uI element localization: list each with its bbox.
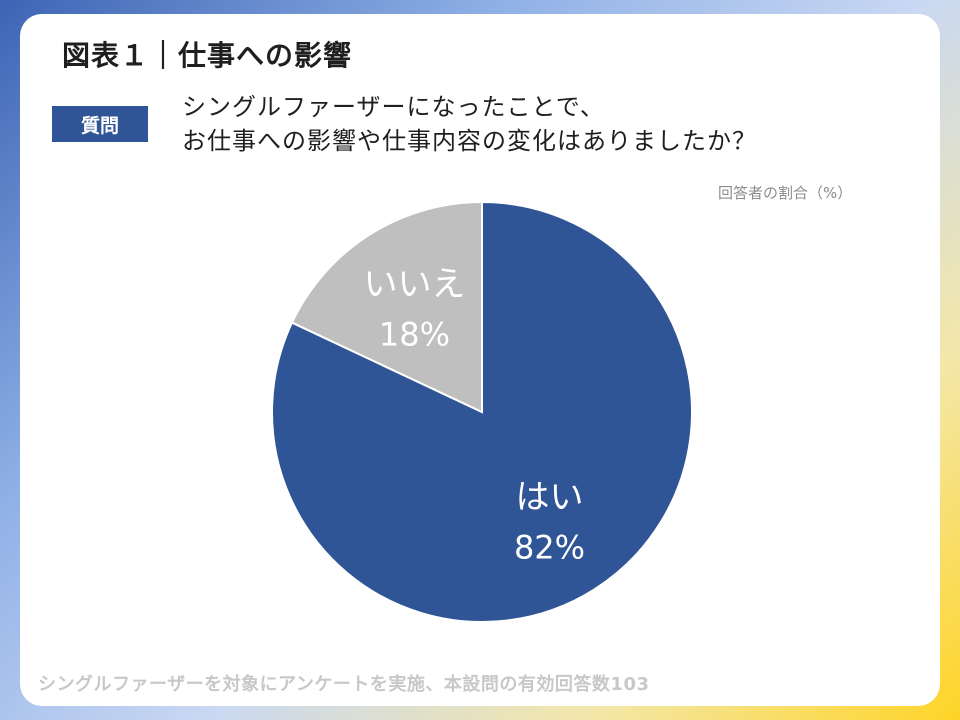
question-badge: 質問 (52, 106, 148, 142)
slice-label-yes: はい (516, 477, 584, 517)
pie-chart: はい 82% いいえ 18% (271, 200, 693, 623)
question-line-2: お仕事への影響や仕事内容の変化はありましたか？ (182, 127, 757, 155)
slice-label-no: いいえ (363, 265, 465, 305)
pie-slice-no (290, 200, 483, 414)
unit-note: 回答者の割合（%） (718, 184, 853, 202)
question-text: シングルファーザーになったことで、 お仕事への影響や仕事内容の変化はありましたか… (182, 90, 757, 158)
question-line-1: シングルファーザーになったことで、 (182, 93, 605, 121)
page-title: 図表１｜仕事への影響 (62, 39, 353, 72)
slice-value-no: 18% (379, 316, 450, 354)
slice-value-yes: 82% (514, 528, 585, 566)
footer-note: シングルファーザーを対象にアンケートを実施、本設問の有効回答数103 (38, 674, 650, 695)
content-card: 図表１｜仕事への影響 質問 シングルファーザーになったことで、 お仕事への影響や… (20, 14, 940, 706)
